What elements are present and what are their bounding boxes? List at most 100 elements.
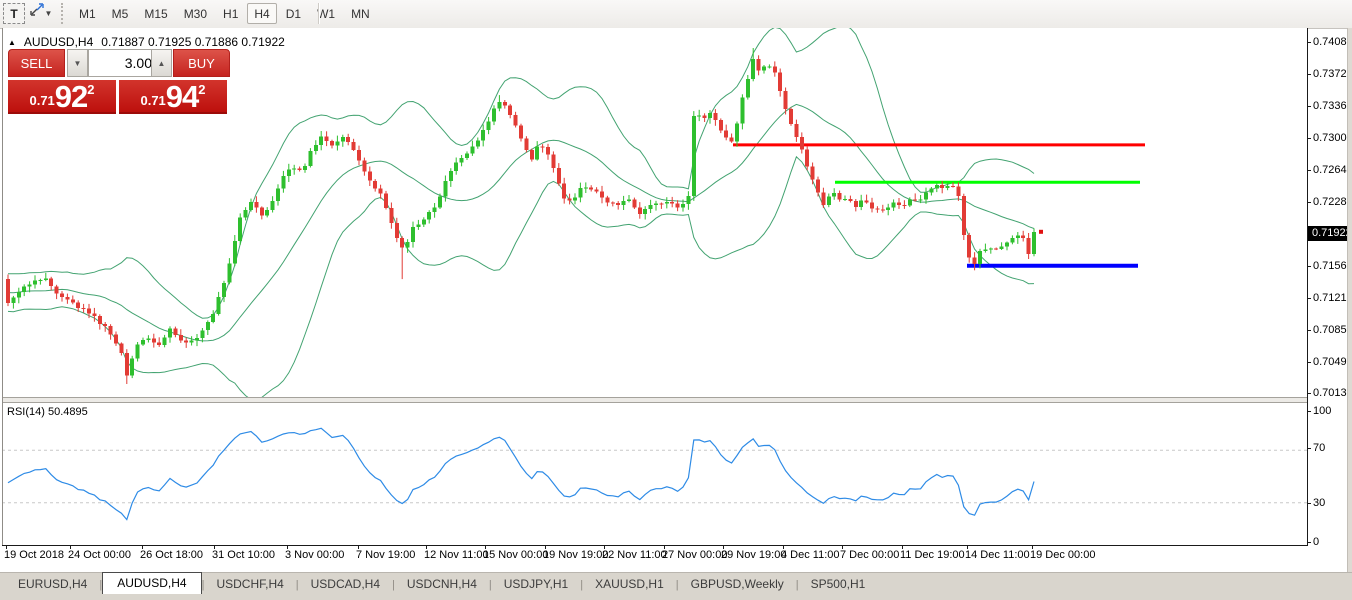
chart-tab-xauusd[interactable]: XAUUSD,H1 — [595, 577, 664, 591]
time-axis-tick — [358, 545, 359, 549]
axis-tick — [1307, 411, 1311, 412]
buy-price-pip: 2 — [198, 82, 206, 97]
candle-body — [313, 145, 318, 152]
candle-body — [643, 209, 648, 214]
timeframe-button-H1[interactable]: H1 — [216, 3, 245, 24]
candle-body — [546, 147, 550, 155]
candle-body — [502, 102, 507, 106]
volume-increase-button[interactable]: ▲ — [151, 49, 172, 77]
candle-body — [562, 183, 567, 199]
chart-tab-usdcad[interactable]: USDCAD,H4 — [310, 577, 380, 591]
candle-wick — [617, 201, 619, 210]
timeframe-button-W1[interactable]: W1 — [310, 3, 342, 24]
buy-price-display[interactable]: 0.71 94 2 — [119, 80, 227, 114]
time-axis-label: 19 Dec 00:00 — [1030, 549, 1096, 561]
candle-body — [967, 234, 972, 258]
candle-body — [443, 180, 448, 197]
candle-wick — [401, 236, 403, 280]
chart-tab-eurusd[interactable]: EURUSD,H4 — [18, 577, 88, 591]
chart-tab-audusd[interactable]: AUDUSD,H4 — [102, 572, 202, 594]
candle-body — [708, 112, 712, 118]
timeframe-button-M5[interactable]: M5 — [105, 3, 136, 24]
rsi-pane[interactable] — [2, 403, 1307, 545]
candle-body — [1032, 231, 1036, 254]
bollinger-upper-band — [8, 28, 1035, 319]
candle-body — [470, 146, 475, 154]
candle-wick — [158, 337, 160, 347]
candle-body — [459, 158, 464, 163]
pane-divider[interactable] — [2, 397, 1307, 403]
time-axis-tick — [967, 545, 968, 549]
rsi-chart-canvas[interactable] — [2, 403, 1307, 545]
toolbar-grip — [61, 3, 68, 24]
chart-tab-usdjpy[interactable]: USDJPY,H1 — [503, 577, 569, 591]
volume-decrease-button[interactable]: ▼ — [67, 49, 88, 77]
price-chart-canvas[interactable] — [2, 28, 1307, 397]
candle-body — [1005, 242, 1009, 247]
timeframe-button-H4[interactable]: H4 — [247, 3, 277, 24]
candle-body — [573, 197, 577, 201]
timeframe-button-M15[interactable]: M15 — [137, 3, 174, 24]
price-axis-label: 0.73720 — [1313, 68, 1352, 80]
price-axis-label: 0.71560 — [1313, 260, 1352, 272]
candle-body — [740, 97, 745, 124]
candle-body — [675, 203, 680, 208]
candle-body — [178, 334, 183, 341]
time-axis-label: 3 Nov 00:00 — [285, 549, 345, 561]
collapse-triangle-icon[interactable]: ▲ — [8, 37, 16, 47]
volume-input[interactable] — [88, 49, 161, 77]
candle-body — [119, 343, 124, 353]
timeframe-button-M1[interactable]: M1 — [72, 3, 103, 24]
candle-body — [297, 168, 302, 171]
candle-body — [76, 302, 81, 308]
chart-tab-sp500[interactable]: SP500,H1 — [810, 577, 866, 591]
candle-body — [27, 284, 32, 287]
candle-body — [848, 198, 853, 201]
buy-button[interactable]: BUY — [173, 49, 230, 77]
candle-body — [929, 188, 934, 193]
chart-tab-gbpusd[interactable]: GBPUSD,Weekly — [690, 577, 784, 591]
candle-body — [621, 201, 626, 206]
candle-body — [934, 184, 939, 189]
candle-body — [135, 344, 140, 359]
candle-body — [654, 203, 658, 206]
candle-body — [718, 119, 723, 131]
candle-body — [373, 180, 378, 189]
time-axis-tick — [287, 545, 288, 549]
sell-price-display[interactable]: 0.71 92 2 — [8, 80, 116, 114]
arrows-tool-button[interactable]: ▼ — [30, 3, 64, 24]
axis-tick — [1307, 42, 1311, 43]
candle-body — [535, 146, 540, 160]
candle-wick — [104, 322, 106, 332]
candle-body — [362, 160, 367, 172]
candle-body — [394, 223, 399, 238]
time-axis-tick — [6, 545, 7, 549]
price-axis-line — [1307, 28, 1308, 545]
chart-tab-usdchf[interactable]: USDCHF,H4 — [216, 577, 284, 591]
candle-wick — [903, 200, 905, 209]
candle-body — [902, 204, 907, 206]
candle-body — [232, 240, 237, 264]
chart-tab-usdcnh[interactable]: USDCNH,H4 — [406, 577, 477, 591]
candle-body — [259, 207, 264, 216]
candle-body — [767, 66, 772, 68]
sell-button[interactable]: SELL — [8, 49, 65, 77]
candle-body — [486, 121, 491, 131]
candle-body — [378, 188, 383, 194]
candle-body — [648, 205, 653, 210]
candle-body — [421, 219, 426, 225]
timeframe-button-MN[interactable]: MN — [344, 3, 377, 24]
rsi-indicator-label: RSI(14) 50.4895 — [7, 406, 88, 418]
candle-body — [384, 193, 388, 209]
timeframe-button-M30[interactable]: M30 — [177, 3, 214, 24]
chart-left-border — [2, 28, 3, 545]
candle-body — [492, 108, 496, 122]
candle-wick — [914, 193, 916, 202]
candle-wick — [29, 281, 31, 293]
candle-body — [670, 202, 675, 204]
timeframe-button-D1[interactable]: D1 — [279, 3, 308, 24]
axis-tick — [1307, 330, 1311, 331]
time-axis-tick — [604, 545, 605, 549]
text-label-tool-button[interactable]: T — [3, 3, 25, 24]
candle-body — [940, 184, 945, 188]
